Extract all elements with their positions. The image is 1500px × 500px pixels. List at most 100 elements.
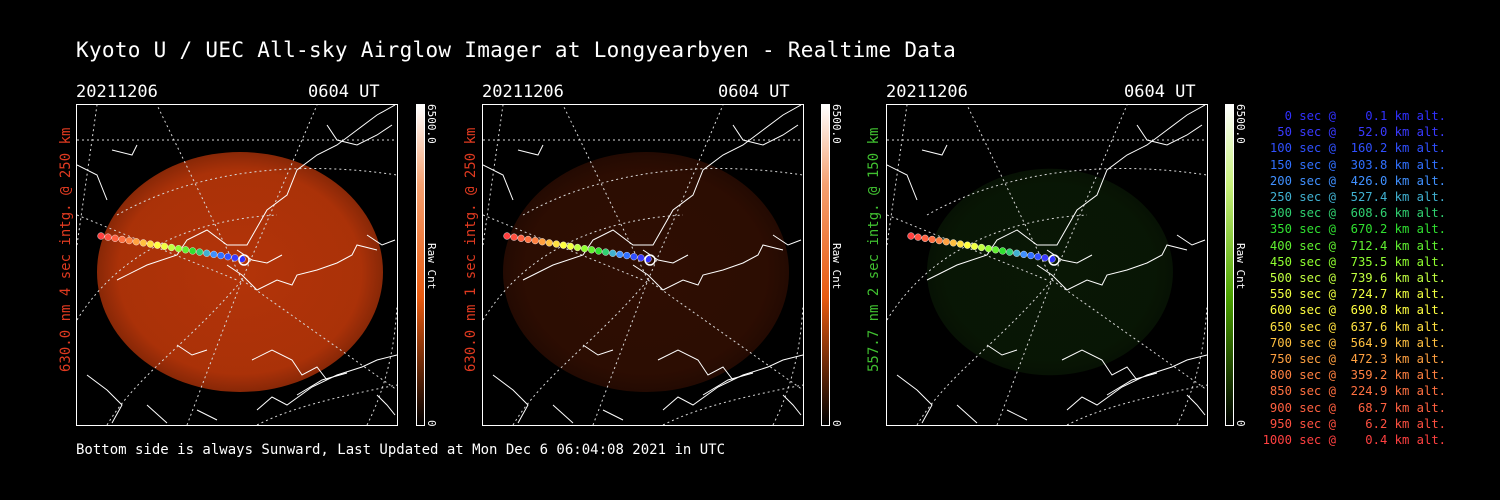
coastline <box>326 124 393 146</box>
coastline <box>196 409 218 421</box>
coastline <box>1066 354 1207 411</box>
legend-row: 200 sec @ 426.0 km alt. <box>1262 173 1446 188</box>
trajectory-point <box>174 245 183 253</box>
airglow-sky-region <box>503 152 789 392</box>
panel-2-cbar-label: Raw Cnt <box>830 243 843 290</box>
trajectory-point <box>503 232 511 240</box>
legend-row: 300 sec @ 608.6 km alt. <box>1262 206 1446 221</box>
airglow-sky-region <box>97 152 383 392</box>
panel-1-cbar-max: 6500.0 <box>425 104 438 144</box>
trajectory-point <box>602 248 610 256</box>
trajectory-point <box>160 242 169 250</box>
trajectory-point <box>167 243 176 252</box>
observation-site-marker <box>238 254 250 266</box>
panel-2-cbar-min: 0 <box>830 420 843 427</box>
trajectory-point <box>203 249 211 257</box>
trajectory-point <box>984 245 993 253</box>
legend-row: 400 sec @ 712.4 km alt. <box>1262 238 1446 253</box>
trajectory-point <box>1020 250 1028 259</box>
trajectory-point <box>637 254 645 262</box>
coastline <box>1036 244 1188 291</box>
trajectory-point <box>595 247 603 255</box>
trajectory-point <box>1013 249 1021 257</box>
panel-2-time: 0604 UT <box>718 82 790 102</box>
coastline <box>366 234 396 246</box>
trajectory-point <box>1027 251 1035 260</box>
coastline <box>662 354 803 411</box>
trajectory-point <box>970 242 979 250</box>
trajectory-legend: 0 sec @ 0.1 km alt. 50 sec @ 52.0 km alt… <box>1250 108 1446 448</box>
trajectory-point <box>942 238 950 246</box>
panel-1-cbar-label: Raw Cnt <box>425 243 438 290</box>
coastline <box>887 164 918 201</box>
observation-site-marker <box>1048 254 1060 266</box>
legend-row: 600 sec @ 690.8 km alt. <box>1262 303 1446 318</box>
coastline <box>632 244 784 291</box>
legend-row: 0 sec @ 0.1 km alt. <box>1262 109 1446 123</box>
grid-line <box>256 384 397 425</box>
trajectory-point <box>907 232 915 240</box>
grid-line <box>662 384 803 425</box>
trajectory-point <box>956 240 964 248</box>
coastline <box>492 374 529 424</box>
trajectory-point <box>928 235 936 244</box>
panel-1-ylabel: 630.0 nm 4 sec intg. @ 250 km <box>58 127 74 372</box>
coastline <box>111 144 138 156</box>
coastline <box>1061 349 1138 381</box>
trajectory-point <box>181 246 190 254</box>
trajectory-point <box>545 239 553 247</box>
trajectory-point <box>139 239 147 247</box>
grid-line <box>106 279 243 425</box>
legend-row: 150 sec @ 303.8 km alt. <box>1262 157 1446 172</box>
coastline <box>146 404 168 424</box>
coastline <box>702 372 754 396</box>
trajectory-point <box>132 238 140 246</box>
trajectory-point <box>921 234 929 242</box>
trajectory-point <box>566 242 575 250</box>
grid-line <box>926 168 1207 216</box>
legend-row: 550 sec @ 724.7 km alt. <box>1262 287 1446 302</box>
legend-row: 700 sec @ 564.9 km alt. <box>1262 335 1446 350</box>
panel-2-image <box>482 104 804 426</box>
grid-line <box>366 304 397 425</box>
trajectory-point <box>991 246 1000 254</box>
coastline <box>86 374 123 424</box>
trajectory-point <box>524 235 532 244</box>
legend-row: 350 sec @ 670.2 km alt. <box>1262 222 1446 237</box>
trajectory-point <box>552 240 560 248</box>
panel-3-cbar-max: 6500.0 <box>1234 104 1247 144</box>
legend-row: 450 sec @ 735.5 km alt. <box>1262 254 1446 269</box>
coastline <box>1106 372 1158 396</box>
coastline <box>772 234 802 246</box>
trajectory-point <box>1041 254 1049 262</box>
legend-row: 100 sec @ 160.2 km alt. <box>1262 141 1446 156</box>
legend-row: 800 sec @ 359.2 km alt. <box>1262 368 1446 383</box>
coastline <box>956 404 978 424</box>
trajectory-point <box>231 254 239 262</box>
panel-3-date: 20211206 <box>886 82 968 102</box>
trajectory-point <box>999 247 1007 255</box>
panel-2-cbar-max: 6500.0 <box>830 104 843 144</box>
page-title: Kyoto U / UEC All-sky Airglow Imager at … <box>76 38 957 62</box>
grid-line <box>77 105 98 246</box>
coastline <box>602 409 624 421</box>
grid-line <box>1176 304 1207 425</box>
grid-line <box>116 168 397 216</box>
panel-3-cbar-label: Raw Cnt <box>1234 243 1247 290</box>
trajectory-point <box>587 246 596 254</box>
panel-1-colorbar <box>416 104 425 426</box>
trajectory-point <box>609 249 617 257</box>
coastline <box>1136 124 1203 146</box>
trajectory-point <box>210 250 218 259</box>
coastline <box>782 394 802 416</box>
trajectory-point <box>104 233 112 241</box>
trajectory-point <box>1006 248 1014 256</box>
coastline <box>483 164 514 201</box>
footer-note: Bottom side is always Sunward, Last Upda… <box>76 442 726 458</box>
legend-row: 50 sec @ 52.0 km alt. <box>1262 125 1446 140</box>
panel-2-colorbar <box>821 104 830 426</box>
panel-3-image <box>886 104 1208 426</box>
legend-row: 250 sec @ 527.4 km alt. <box>1262 190 1446 205</box>
trajectory-point <box>510 233 518 241</box>
trajectory-point <box>630 253 638 261</box>
